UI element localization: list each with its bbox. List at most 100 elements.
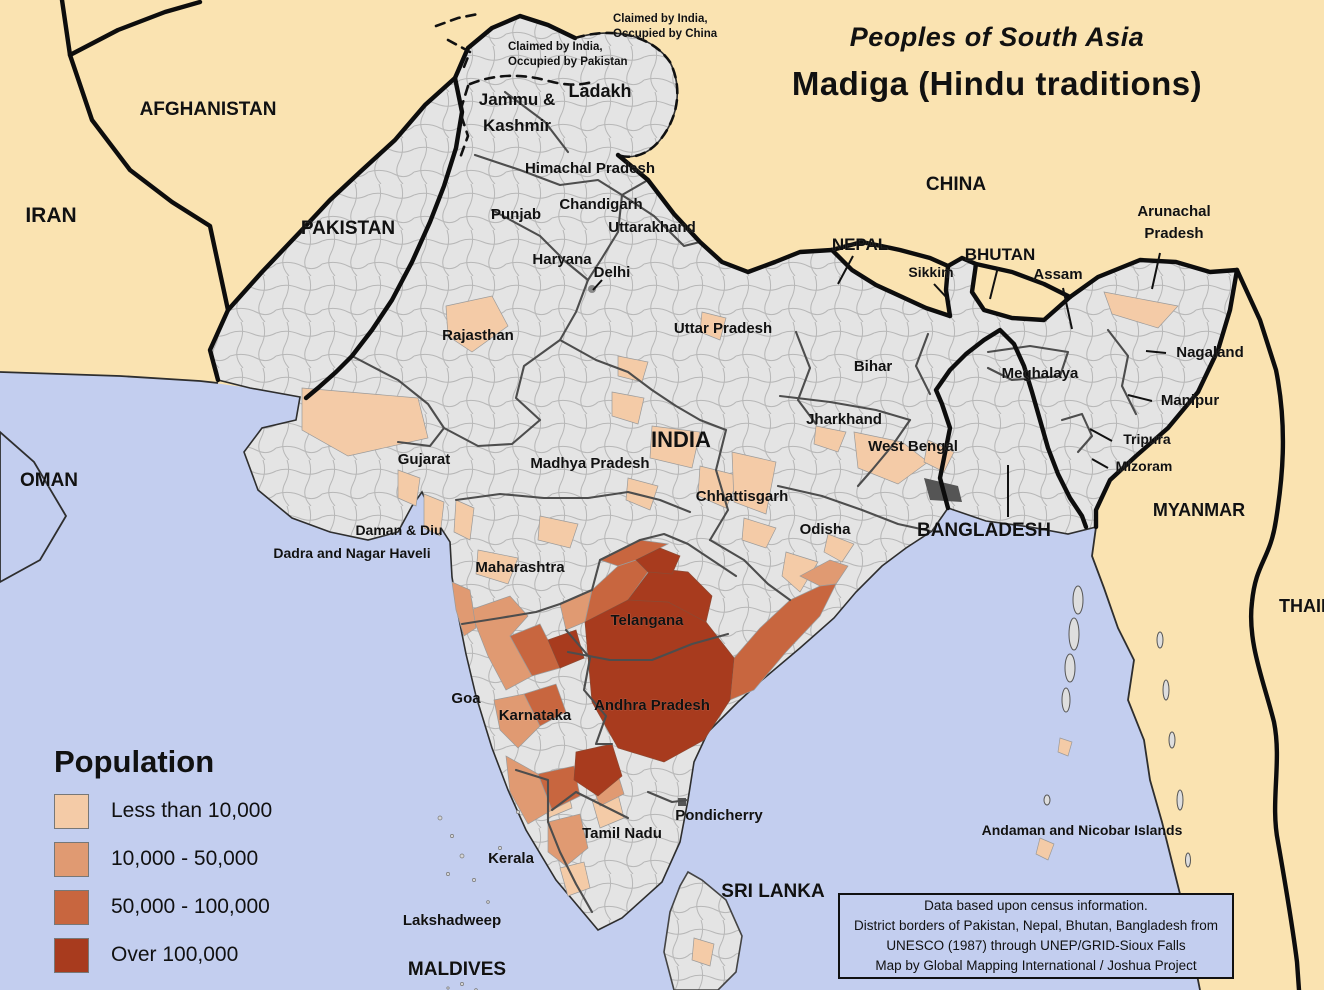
note-label-claimed-by-india-occupied-by-pakistan: Claimed by India, Occupied by Pakistan <box>508 41 628 68</box>
state-label-nagaland: Nagaland <box>1176 344 1244 361</box>
legend-label-3: Over 100,000 <box>111 943 239 966</box>
state-borders <box>350 90 1138 914</box>
country-borders <box>59 0 1302 990</box>
country-label-bhutan: BHUTAN <box>965 245 1036 264</box>
leader-line-1 <box>989 266 999 300</box>
state-label-west-bengal: West Bengal <box>868 438 958 455</box>
state-label-mizoram: Mizoram <box>1116 458 1173 474</box>
leader-line-8 <box>1091 458 1109 469</box>
population-class3-districts <box>509 539 837 811</box>
country-label-china: CHINA <box>926 174 986 195</box>
state-label-sikkim: Sikkim <box>908 264 953 280</box>
state-label-chandigarh: Chandigarh <box>559 196 642 213</box>
state-label-gujarat: Gujarat <box>398 451 451 468</box>
legend-item-3: Over 100,000 <box>54 937 272 973</box>
country-label-oman: OMAN <box>20 470 78 491</box>
leader-lines <box>592 252 1167 517</box>
oman-land <box>0 430 68 584</box>
sea <box>0 372 1200 990</box>
state-label-dadra-and-nagar-haveli: Dadra and Nagar Haveli <box>273 545 430 561</box>
state-label-kerala: Kerala <box>488 850 535 867</box>
credits-box: Data based upon census information. Distr… <box>838 893 1234 979</box>
state-label-arunachal-pradesh: Arunachal Pradesh <box>1137 203 1210 242</box>
state-label-haryana: Haryana <box>532 251 592 268</box>
leader-line-3 <box>1062 287 1073 330</box>
country-label-maldives: MALDIVES <box>408 959 506 980</box>
legend-label-0: Less than 10,000 <box>111 799 273 822</box>
state-label-andaman-and-nicobar-islands: Andaman and Nicobar Islands <box>982 822 1183 838</box>
country-label-afghanistan: AFGHANISTAN <box>140 99 277 120</box>
legend-swatch-0 <box>54 793 89 829</box>
sri-lanka-land <box>663 870 743 990</box>
map-title-block: Peoples of South Asia Madiga (Hindu trad… <box>742 22 1252 103</box>
country-label-myanmar: MYANMAR <box>1153 500 1245 520</box>
state-label-pondicherry: Pondicherry <box>675 807 763 824</box>
lakshadweep-islands <box>437 810 520 904</box>
map-series-title: Peoples of South Asia <box>849 22 1145 52</box>
state-label-tamil-nadu: Tamil Nadu <box>582 825 662 842</box>
state-label-bihar: Bihar <box>854 358 893 375</box>
pondicherry-marker <box>678 798 686 806</box>
state-label-madhya-pradesh: Madhya Pradesh <box>530 455 649 472</box>
credits-line-2: UNESCO (1987) through UNEP/GRID-Sioux Fa… <box>886 938 1186 953</box>
state-label-punjab: Punjab <box>491 206 541 223</box>
legend-swatch-2 <box>54 889 89 925</box>
andaman-nicobar-islands <box>1043 585 1084 806</box>
legend-rows: Less than 10,000 10,000 - 50,000 50,000 - … <box>54 793 273 973</box>
leader-line-7 <box>1089 428 1113 442</box>
iran-coastline <box>0 371 219 384</box>
state-label-delhi: Delhi <box>594 264 631 281</box>
country-label-nepal: NEPAL <box>832 235 888 254</box>
state-label-rajasthan: Rajasthan <box>442 327 514 344</box>
legend-label-2: 50,000 - 100,000 <box>111 895 270 918</box>
population-legend: Population Less than 10,000 10,000 - 50,0… <box>54 744 272 986</box>
state-label-meghalaya: Meghalaya <box>1002 365 1079 382</box>
legend-label-1: 10,000 - 50,000 <box>111 847 259 870</box>
country-label-iran: IRAN <box>25 204 76 227</box>
note-label-claimed-by-india-occupied-by-china: Claimed by India, Occupied by China <box>613 13 718 40</box>
leader-line-10 <box>592 279 603 291</box>
country-label-india: INDIA <box>651 427 711 452</box>
leader-line-4 <box>1151 252 1161 290</box>
state-label-himachal-pradesh: Himachal Pradesh <box>525 160 655 177</box>
legend-item-0: Less than 10,000 <box>54 793 273 829</box>
state-label-daman-diu: Daman & Diu <box>355 522 442 538</box>
state-label-tripura: Tripura <box>1123 431 1171 447</box>
credits-line-0: Data based upon census information. <box>924 897 1148 913</box>
leader-line-2 <box>933 283 948 299</box>
legend-item-2: 50,000 - 100,000 <box>54 889 272 925</box>
map-subject-title: Madiga (Hindu traditions) <box>791 65 1203 102</box>
state-label-goa: Goa <box>451 690 481 707</box>
state-label-ladakh: Ladakh <box>568 81 631 101</box>
legend-swatch-1 <box>54 841 89 877</box>
credits-line-1: District borders of Pakistan, Nepal, Bhu… <box>854 917 1218 933</box>
state-label-jammu-kashmir: Jammu & Kashmir <box>479 90 556 135</box>
country-label-thailand: THAILAND <box>1279 596 1324 616</box>
myanmar-coastal-islands <box>1156 631 1191 868</box>
country-label-sri-lanka: SRI LANKA <box>721 881 825 902</box>
legend-swatch-3 <box>54 937 89 973</box>
disputed-boundaries <box>434 12 679 160</box>
legend-item-1: 10,000 - 50,000 <box>54 841 272 877</box>
population-class1-districts <box>301 291 1179 967</box>
credits-line-3: Map by Global Mapping International / Jo… <box>875 958 1197 974</box>
state-label-karnataka: Karnataka <box>499 707 572 724</box>
state-label-assam: Assam <box>1033 266 1082 283</box>
state-label-odisha: Odisha <box>800 521 852 538</box>
leader-line-0 <box>837 255 854 285</box>
country-label-bangladesh: BANGLADESH <box>917 520 1051 541</box>
state-label-manipur: Manipur <box>1161 392 1219 409</box>
state-label-lakshadweep: Lakshadweep <box>403 912 501 929</box>
state-label-uttarakhand: Uttarakhand <box>608 219 696 236</box>
delhi-marker <box>588 285 596 293</box>
state-label-maharashtra: Maharashtra <box>475 559 565 576</box>
state-label-andhra-pradesh: Andhra Pradesh <box>594 697 710 714</box>
leader-line-6 <box>1127 394 1153 402</box>
state-label-jharkhand: Jharkhand <box>806 411 882 428</box>
leader-line-5 <box>1145 350 1167 354</box>
state-label-chhattisgarh: Chhattisgarh <box>696 488 789 505</box>
country-label-pakistan: PAKISTAN <box>301 218 395 239</box>
state-label-telangana: Telangana <box>610 612 684 629</box>
